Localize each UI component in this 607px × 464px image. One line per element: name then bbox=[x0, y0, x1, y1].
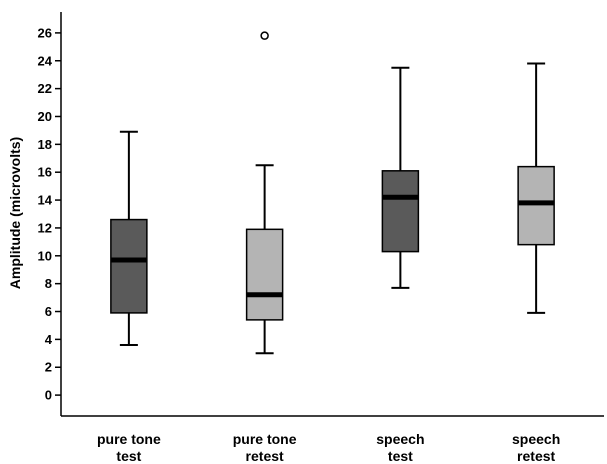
y-tick-label: 10 bbox=[38, 248, 52, 263]
y-tick-label: 0 bbox=[45, 388, 52, 403]
y-axis-title: Amplitude (microvolts) bbox=[7, 137, 23, 289]
y-tick-label: 2 bbox=[45, 360, 52, 375]
category-label: pure tone test bbox=[97, 431, 161, 464]
box-group bbox=[110, 130, 148, 346]
iqr-box bbox=[381, 170, 420, 253]
box-group bbox=[381, 66, 420, 289]
y-tick-label: 6 bbox=[45, 304, 52, 319]
iqr-box bbox=[517, 165, 555, 246]
y-tick-label: 24 bbox=[38, 53, 53, 68]
y-tick-label: 12 bbox=[38, 220, 52, 235]
axes bbox=[60, 12, 604, 417]
y-tick-label: 14 bbox=[38, 193, 53, 208]
iqr-box bbox=[245, 228, 284, 321]
y-tick-label: 18 bbox=[38, 137, 52, 152]
y-tick-label: 8 bbox=[45, 276, 52, 291]
box-group bbox=[517, 62, 555, 314]
category-label: speech test bbox=[376, 431, 424, 464]
y-tick-label: 26 bbox=[38, 25, 52, 40]
y-tick-label: 22 bbox=[38, 81, 52, 96]
outlier-point bbox=[260, 31, 269, 40]
y-tick-label: 20 bbox=[38, 109, 52, 124]
box-group bbox=[245, 31, 284, 355]
boxes bbox=[110, 31, 555, 355]
category-label: pure tone retest bbox=[233, 431, 297, 464]
y-tick-label: 4 bbox=[45, 332, 53, 347]
category-label: speech retest bbox=[512, 431, 560, 464]
category-labels: pure tone test pure tone retest speech test sp… bbox=[97, 431, 560, 464]
iqr-box bbox=[110, 218, 148, 314]
y-tick-label: 16 bbox=[38, 165, 52, 180]
